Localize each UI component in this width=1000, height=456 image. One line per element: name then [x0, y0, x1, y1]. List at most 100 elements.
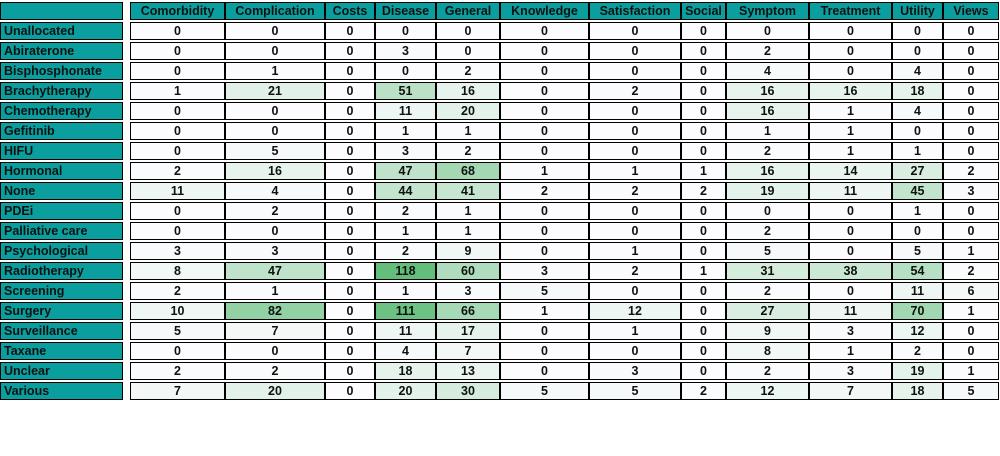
heatmap-cell: 2: [225, 202, 325, 220]
heatmap-cell: 0: [325, 22, 375, 40]
heatmap-cell: 0: [681, 42, 726, 60]
heatmap-cell: 4: [375, 342, 436, 360]
row-label: None: [0, 182, 123, 200]
heatmap-cell: 16: [225, 162, 325, 180]
heatmap-cell: 5: [589, 382, 681, 400]
heatmap-cell: 1: [589, 322, 681, 340]
heatmap-cell: 3: [809, 362, 892, 380]
heatmap-cell: 0: [500, 22, 589, 40]
heatmap-cell: 0: [681, 202, 726, 220]
table-row: Unallocated 0 0 0 0 0 0 0 0 0 0 0 0: [0, 22, 999, 40]
heatmap-cell: 0: [943, 42, 999, 60]
heatmap-cell: 0: [943, 142, 999, 160]
table-row: Radiotherapy 8 47 0 118 60 3 2 1 31 38 54 2: [0, 262, 999, 280]
heatmap-cell: 1: [436, 222, 500, 240]
heatmap-cell: 8: [726, 342, 809, 360]
heatmap-cell: 0: [325, 202, 375, 220]
heatmap-cell: 0: [500, 202, 589, 220]
column-header-general: General: [436, 2, 500, 20]
heatmap-cell: 1: [375, 282, 436, 300]
heatmap-cell: 41: [436, 182, 500, 200]
heatmap-cell: 4: [726, 62, 809, 80]
heatmap-cell: 21: [225, 82, 325, 100]
heatmap-cell: 2: [726, 362, 809, 380]
heatmap-cell: 0: [809, 202, 892, 220]
column-gap: [123, 22, 130, 40]
heatmap-cell: 0: [681, 302, 726, 320]
heatmap-cell: 1: [943, 242, 999, 260]
heatmap-cell: 0: [943, 82, 999, 100]
heatmap-cell: 0: [325, 62, 375, 80]
heatmap-cell: 1: [500, 302, 589, 320]
heatmap-cell: 1: [809, 102, 892, 120]
heatmap-cell: 5: [225, 142, 325, 160]
heatmap-cell: 0: [225, 42, 325, 60]
heatmap-cell: 0: [325, 262, 375, 280]
heatmap-cell: 0: [726, 202, 809, 220]
heatmap-cell: 0: [681, 142, 726, 160]
heatmap-cell: 8: [130, 262, 225, 280]
heatmap-cell: 0: [130, 22, 225, 40]
heatmap-cell: 3: [436, 282, 500, 300]
heatmap-cell: 0: [943, 122, 999, 140]
table-row: Brachytherapy 1 21 0 51 16 0 2 0 16 16 18 0: [0, 82, 999, 100]
heatmap-cell: 66: [436, 302, 500, 320]
heatmap-cell: 5: [500, 282, 589, 300]
column-header-utility: Utility: [892, 2, 943, 20]
heatmap-cell: 0: [375, 22, 436, 40]
column-header-knowledge: Knowledge: [500, 2, 589, 20]
heatmap-cell: 0: [130, 62, 225, 80]
heatmap-cell: 0: [500, 82, 589, 100]
heatmap-cell: 3: [130, 242, 225, 260]
row-label: Surgery: [0, 302, 123, 320]
heatmap-cell: 13: [436, 362, 500, 380]
heatmap-cell: 2: [726, 142, 809, 160]
heatmap-cell: 20: [225, 382, 325, 400]
column-header-social: Social: [681, 2, 726, 20]
heatmap-cell: 1: [500, 162, 589, 180]
heatmap-cell: 2: [589, 182, 681, 200]
heatmap-cell: 4: [892, 62, 943, 80]
heatmap-cell: 0: [681, 122, 726, 140]
heatmap-cell: 0: [325, 382, 375, 400]
heatmap-cell: 0: [436, 42, 500, 60]
heatmap-cell: 0: [589, 282, 681, 300]
table-row: Chemotherapy 0 0 0 11 20 0 0 0 16 1 4 0: [0, 102, 999, 120]
heatmap-cell: 1: [809, 122, 892, 140]
heatmap-cell: 0: [325, 122, 375, 140]
row-label: Unallocated: [0, 22, 123, 40]
table-row: PDEi 0 2 0 2 1 0 0 0 0 0 1 0: [0, 202, 999, 220]
heatmap-cell: 0: [681, 82, 726, 100]
heatmap-cell: 2: [436, 142, 500, 160]
heatmap-cell: 2: [589, 262, 681, 280]
heatmap-cell: 2: [375, 242, 436, 260]
heatmap-cell: 11: [375, 102, 436, 120]
heatmap-cell: 12: [726, 382, 809, 400]
heatmap-cell: 0: [809, 282, 892, 300]
heatmap-cell: 2: [726, 222, 809, 240]
heatmap-cell: 0: [681, 102, 726, 120]
heatmap-cell: 1: [809, 342, 892, 360]
heatmap-cell: 0: [943, 22, 999, 40]
column-gap: [123, 2, 130, 20]
heatmap-cell: 1: [943, 362, 999, 380]
heatmap-cell: 0: [681, 22, 726, 40]
heatmap-cell: 20: [375, 382, 436, 400]
heatmap-cell: 0: [325, 362, 375, 380]
row-label: Bisphosphonate: [0, 62, 123, 80]
column-header-symptom: Symptom: [726, 2, 809, 20]
heatmap-cell: 0: [500, 222, 589, 240]
column-gap: [123, 42, 130, 60]
heatmap-cell: 3: [500, 262, 589, 280]
heatmap-cell: 0: [436, 22, 500, 40]
heatmap-cell: 6: [943, 282, 999, 300]
heatmap-cell: 17: [436, 322, 500, 340]
heatmap-cell: 27: [726, 302, 809, 320]
heatmap-cell: 0: [589, 42, 681, 60]
heatmap-cell: 0: [589, 202, 681, 220]
column-gap: [123, 162, 130, 180]
heatmap-cell: 47: [225, 262, 325, 280]
heatmap-cell: 0: [325, 322, 375, 340]
heatmap-cell: 16: [726, 82, 809, 100]
row-label: Surveillance: [0, 322, 123, 340]
